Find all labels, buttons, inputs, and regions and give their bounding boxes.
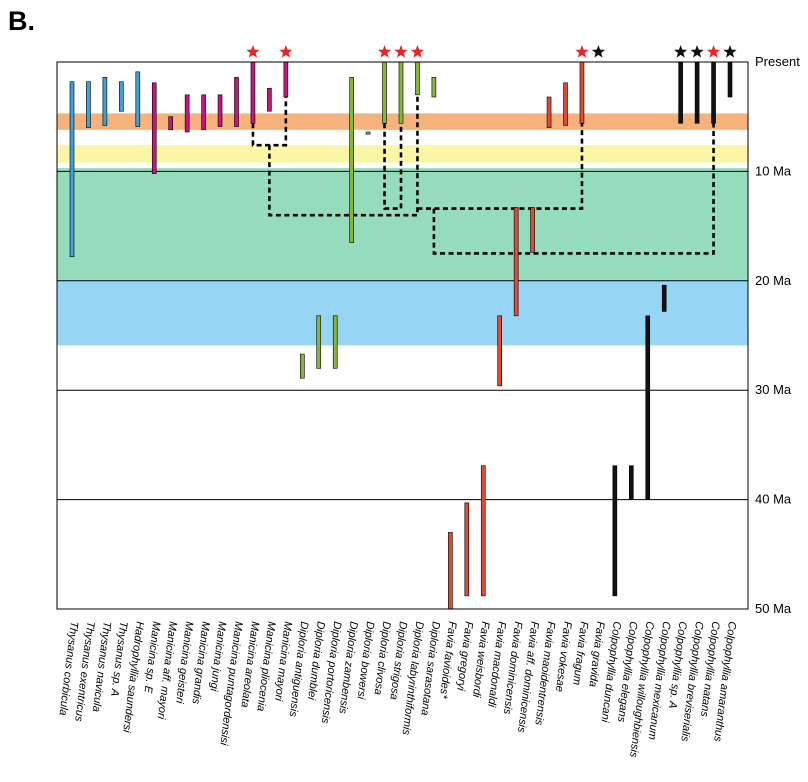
range-bar [579, 61, 585, 124]
range-bar [546, 96, 552, 128]
plot-border [56, 61, 749, 610]
red-star-icon [410, 45, 425, 58]
range-bar [480, 465, 486, 597]
age-band [57, 145, 748, 163]
range-bar [168, 116, 173, 131]
range-bar [497, 315, 503, 387]
range-bar [135, 71, 141, 127]
black-star-icon [690, 45, 704, 58]
range-bar [267, 87, 272, 112]
range-bars [69, 61, 733, 610]
y-tick-label: Present [755, 54, 800, 69]
red-star-icon [575, 45, 589, 58]
range-bar [398, 61, 404, 124]
range-bar [464, 502, 470, 597]
range-bar [661, 284, 667, 312]
y-tick-label: 30 Ma [755, 382, 792, 397]
range-bar [102, 77, 108, 126]
range-bar [431, 77, 437, 98]
range-bar [69, 81, 75, 258]
range-bar [299, 353, 305, 379]
age-band [57, 168, 748, 280]
range-bar [332, 315, 338, 369]
age-band [57, 279, 748, 346]
range-bar [184, 94, 190, 133]
y-axis-labels: Present 10 Ma 20 Ma 30 Ma 40 Ma 50 Ma [755, 54, 800, 616]
background-bands [57, 113, 748, 346]
range-bar [86, 81, 91, 128]
y-tick-label: 10 Ma [755, 163, 792, 178]
range-bar [711, 61, 716, 124]
range-bar [727, 61, 733, 98]
range-bar [250, 61, 256, 124]
y-tick-label: 50 Ma [755, 601, 792, 616]
range-bar [612, 465, 618, 597]
range-bar [382, 61, 387, 124]
range-bar [448, 532, 453, 610]
connectors [251, 94, 715, 255]
range-bar [563, 82, 568, 126]
red-star-icon [706, 45, 721, 58]
range-bar [530, 207, 535, 253]
range-bar [628, 465, 634, 500]
range-bar [694, 61, 700, 124]
red-star-icon [279, 45, 293, 58]
range-bar [201, 94, 206, 131]
stars [246, 45, 737, 58]
range-bar [151, 82, 157, 174]
y-tick-label: 20 Ma [755, 273, 792, 288]
connector-diploria [383, 123, 403, 210]
red-star-icon [394, 45, 408, 58]
range-bar [349, 77, 354, 243]
range-bar [217, 94, 223, 127]
connector-manicina-diploria [268, 94, 419, 217]
y-tick-label: 40 Ma [755, 492, 792, 507]
range-bar [678, 61, 683, 124]
black-star-icon [673, 45, 688, 58]
plot-frame [56, 61, 749, 610]
range-bar [283, 61, 289, 98]
panel-label: B. [8, 6, 35, 36]
range-bar [119, 81, 124, 112]
black-star-icon [591, 45, 606, 58]
range-bar [513, 207, 519, 317]
black-star-icon [723, 45, 737, 58]
red-star-icon [246, 45, 260, 58]
range-bar [415, 61, 420, 96]
range-bar [645, 315, 651, 500]
range-bar [316, 315, 322, 369]
connector-favia [417, 123, 584, 210]
range-bar [234, 77, 239, 127]
red-star-icon [377, 45, 392, 58]
range-bar [365, 131, 371, 135]
